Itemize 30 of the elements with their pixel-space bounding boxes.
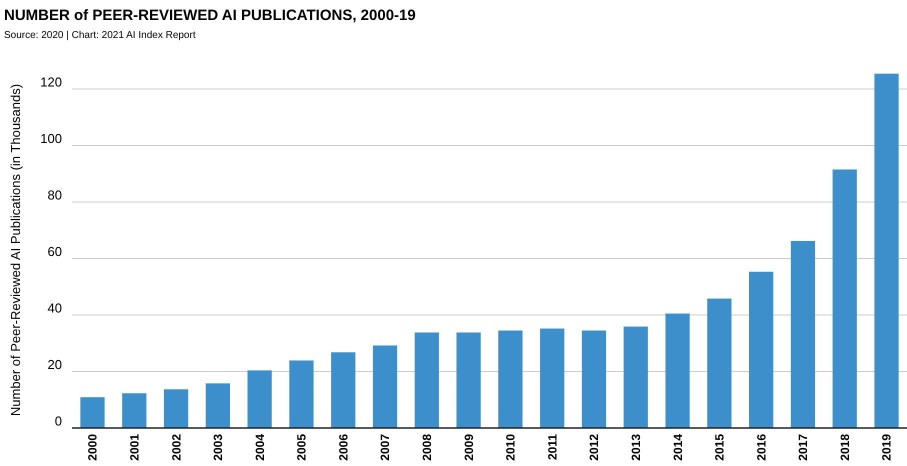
x-tick-label: 2000 [86, 434, 100, 461]
x-tick-label: 2010 [504, 434, 518, 461]
y-tick-label: 80 [48, 187, 62, 202]
x-tick-label: 2003 [211, 434, 226, 461]
x-tick-label: 2019 [880, 434, 894, 461]
y-tick-label: 20 [48, 356, 62, 372]
x-tick-label: 2013 [628, 434, 643, 461]
x-tick-label: 2015 [712, 434, 727, 461]
x-tick-label: 2002 [169, 434, 184, 461]
x-tick-label: 2005 [294, 434, 309, 461]
x-tick-label: 2007 [378, 434, 392, 461]
x-tick-label: 2017 [796, 434, 810, 461]
x-tick-label: 2018 [838, 434, 852, 461]
y-tick-label: 100 [40, 130, 62, 146]
y-tick-label: 60 [48, 244, 62, 259]
x-tick-label: 2004 [252, 434, 267, 461]
chart-subtitle: Source: 2020 | Chart: 2021 AI Index Report [4, 30, 196, 41]
x-tick-label: 2006 [336, 434, 350, 461]
y-tick-label: 120 [40, 74, 62, 90]
x-tick-label: 2016 [754, 434, 768, 461]
x-tick-label: 2012 [587, 434, 602, 461]
y-tick-label: 0 [54, 413, 62, 428]
y-axis-title: Number of Peer-Reviewed AI Publications (in Thousands) [8, 84, 23, 416]
x-tick-label: 2008 [420, 434, 434, 461]
chart-title: NUMBER of PEER-REVIEWED AI PUBLICATIONS, 2000-19 [4, 7, 416, 24]
x-tick-label: 2014 [670, 434, 685, 461]
y-tick-label: 40 [48, 300, 62, 316]
x-tick-label: 2011 [545, 434, 560, 460]
x-tick-label: 2001 [127, 434, 142, 461]
x-tick-label: 2009 [462, 434, 476, 461]
